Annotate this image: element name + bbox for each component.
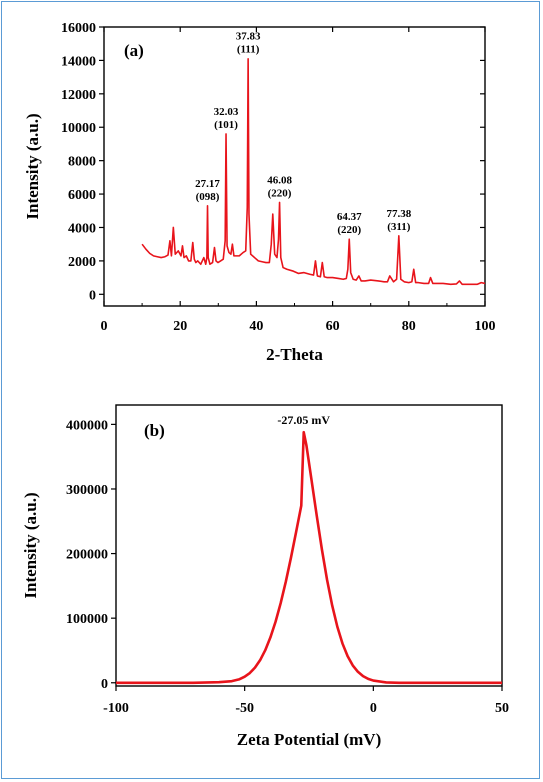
y-tick-label: 12000 [61, 88, 96, 103]
x-tick-label: 0 [370, 701, 377, 716]
y-tick-label: 4000 [68, 221, 96, 236]
x-tick-label: 60 [326, 319, 340, 334]
series-line [141, 57, 486, 286]
panel-label: (b) [144, 421, 165, 440]
x-tick-label: 50 [495, 701, 509, 716]
peak-hkl-label: (111) [237, 44, 260, 56]
peak-position-label: 46.08 [267, 174, 292, 186]
peak-position-label: 32.03 [214, 106, 239, 118]
x-axis-label: Zeta Potential (mV) [237, 730, 381, 749]
series-line [116, 430, 502, 685]
peak-hkl-label: (311) [387, 221, 411, 233]
plot-area-frame [115, 404, 503, 687]
x-tick-label: -50 [235, 701, 254, 716]
x-tick-label: 40 [249, 319, 263, 334]
y-tick-label: 200000 [66, 548, 108, 563]
peak-hkl-label: (101) [214, 119, 238, 131]
panel-label: (a) [124, 41, 144, 60]
peak-position-label: 64.37 [337, 211, 362, 223]
x-tick-label: 80 [402, 319, 416, 334]
peak-hkl-label: (220) [337, 224, 361, 236]
peak-position-label: 27.17 [195, 178, 220, 190]
peak-position-label: 77.38 [386, 208, 411, 220]
y-tick-label: 16000 [61, 21, 96, 36]
y-tick-label: 8000 [68, 155, 96, 170]
y-tick-label: 100000 [66, 612, 108, 627]
y-tick-label: 400000 [66, 418, 108, 433]
y-tick-label: 10000 [61, 121, 96, 136]
y-tick-label: 0 [101, 677, 108, 692]
x-tick-label: 20 [173, 319, 187, 334]
x-tick-label: 0 [101, 319, 108, 334]
y-tick-label: 300000 [66, 483, 108, 498]
y-tick-label: 0 [89, 288, 96, 303]
y-axis-label: Intensity (a.u.) [23, 113, 42, 219]
x-tick-label: 100 [475, 319, 496, 334]
peak-hkl-label: (220) [268, 187, 292, 199]
peak-position-label: 37.83 [236, 31, 261, 43]
x-tick-label: -100 [103, 701, 129, 716]
plot-area-frame [103, 26, 486, 307]
peak-hkl-label: (098) [196, 191, 220, 203]
y-axis-label: Intensity (a.u.) [21, 492, 40, 598]
y-tick-label: 14000 [61, 54, 96, 69]
y-tick-label: 6000 [68, 188, 96, 203]
x-axis-label: 2-Theta [266, 345, 323, 364]
y-tick-label: 2000 [68, 255, 96, 270]
peak-label: -27.05 mV [277, 413, 330, 427]
